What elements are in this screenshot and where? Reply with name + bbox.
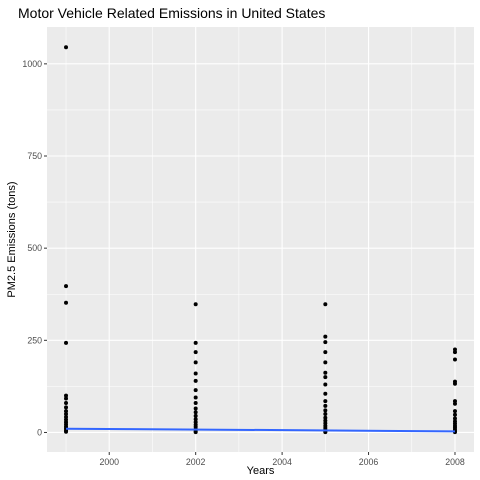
y-axis: 0 250 500 750 1000 bbox=[22, 59, 47, 437]
y-tick-label: 1000 bbox=[22, 59, 42, 69]
data-point bbox=[193, 360, 198, 365]
plot-panel bbox=[47, 27, 474, 452]
data-point bbox=[452, 409, 457, 414]
data-point bbox=[193, 371, 198, 376]
y-tick-label: 0 bbox=[37, 427, 42, 437]
data-point bbox=[193, 302, 198, 307]
data-point bbox=[452, 357, 457, 362]
grid-minor bbox=[47, 27, 474, 452]
data-point bbox=[64, 45, 69, 50]
data-point bbox=[323, 412, 328, 417]
x-tick-label: 2008 bbox=[445, 457, 465, 467]
data-points bbox=[64, 45, 457, 435]
data-point bbox=[64, 396, 69, 401]
data-point bbox=[323, 340, 328, 345]
data-point bbox=[64, 429, 69, 434]
data-point bbox=[64, 412, 69, 417]
data-point bbox=[323, 408, 328, 413]
x-tick-label: 2002 bbox=[186, 457, 206, 467]
x-tick-label: 2000 bbox=[99, 457, 119, 467]
data-point bbox=[193, 378, 198, 383]
data-point bbox=[64, 405, 69, 410]
data-point bbox=[193, 400, 198, 405]
data-point bbox=[193, 410, 198, 415]
data-point bbox=[64, 400, 69, 405]
chart-title: Motor Vehicle Related Emissions in Unite… bbox=[18, 5, 325, 21]
data-point bbox=[193, 350, 198, 355]
data-point bbox=[193, 417, 198, 422]
data-point bbox=[64, 300, 69, 305]
data-point bbox=[452, 412, 457, 417]
data-point bbox=[64, 284, 69, 289]
data-point bbox=[193, 395, 198, 400]
x-tick-label: 2006 bbox=[359, 457, 379, 467]
data-point bbox=[323, 360, 328, 365]
smooth-trend-line bbox=[66, 427, 455, 433]
data-point bbox=[452, 401, 457, 406]
data-point bbox=[323, 415, 328, 420]
data-point bbox=[193, 388, 198, 393]
y-tick-label: 250 bbox=[27, 335, 42, 345]
data-point bbox=[323, 375, 328, 380]
data-point bbox=[323, 334, 328, 339]
y-axis-title: PM2.5 Emissions (tons) bbox=[6, 181, 18, 297]
data-point bbox=[452, 381, 457, 386]
data-point bbox=[323, 382, 328, 387]
y-tick-label: 750 bbox=[27, 151, 42, 161]
data-point bbox=[323, 403, 328, 408]
y-tick-label: 500 bbox=[27, 243, 42, 253]
x-axis: 2000 2002 2004 2006 2008 bbox=[99, 452, 465, 467]
x-tick-label: 2004 bbox=[272, 457, 292, 467]
data-point bbox=[452, 350, 457, 355]
x-axis-title: Years bbox=[247, 465, 275, 477]
data-point bbox=[193, 430, 198, 435]
data-point bbox=[323, 391, 328, 396]
data-point bbox=[64, 409, 69, 414]
data-point bbox=[323, 370, 328, 375]
data-point bbox=[323, 350, 328, 355]
data-point bbox=[64, 393, 69, 398]
data-point bbox=[64, 340, 69, 345]
data-point bbox=[193, 413, 198, 418]
data-point bbox=[193, 406, 198, 411]
data-point bbox=[193, 340, 198, 345]
data-point bbox=[452, 416, 457, 421]
data-point bbox=[323, 399, 328, 404]
data-point bbox=[323, 302, 328, 307]
